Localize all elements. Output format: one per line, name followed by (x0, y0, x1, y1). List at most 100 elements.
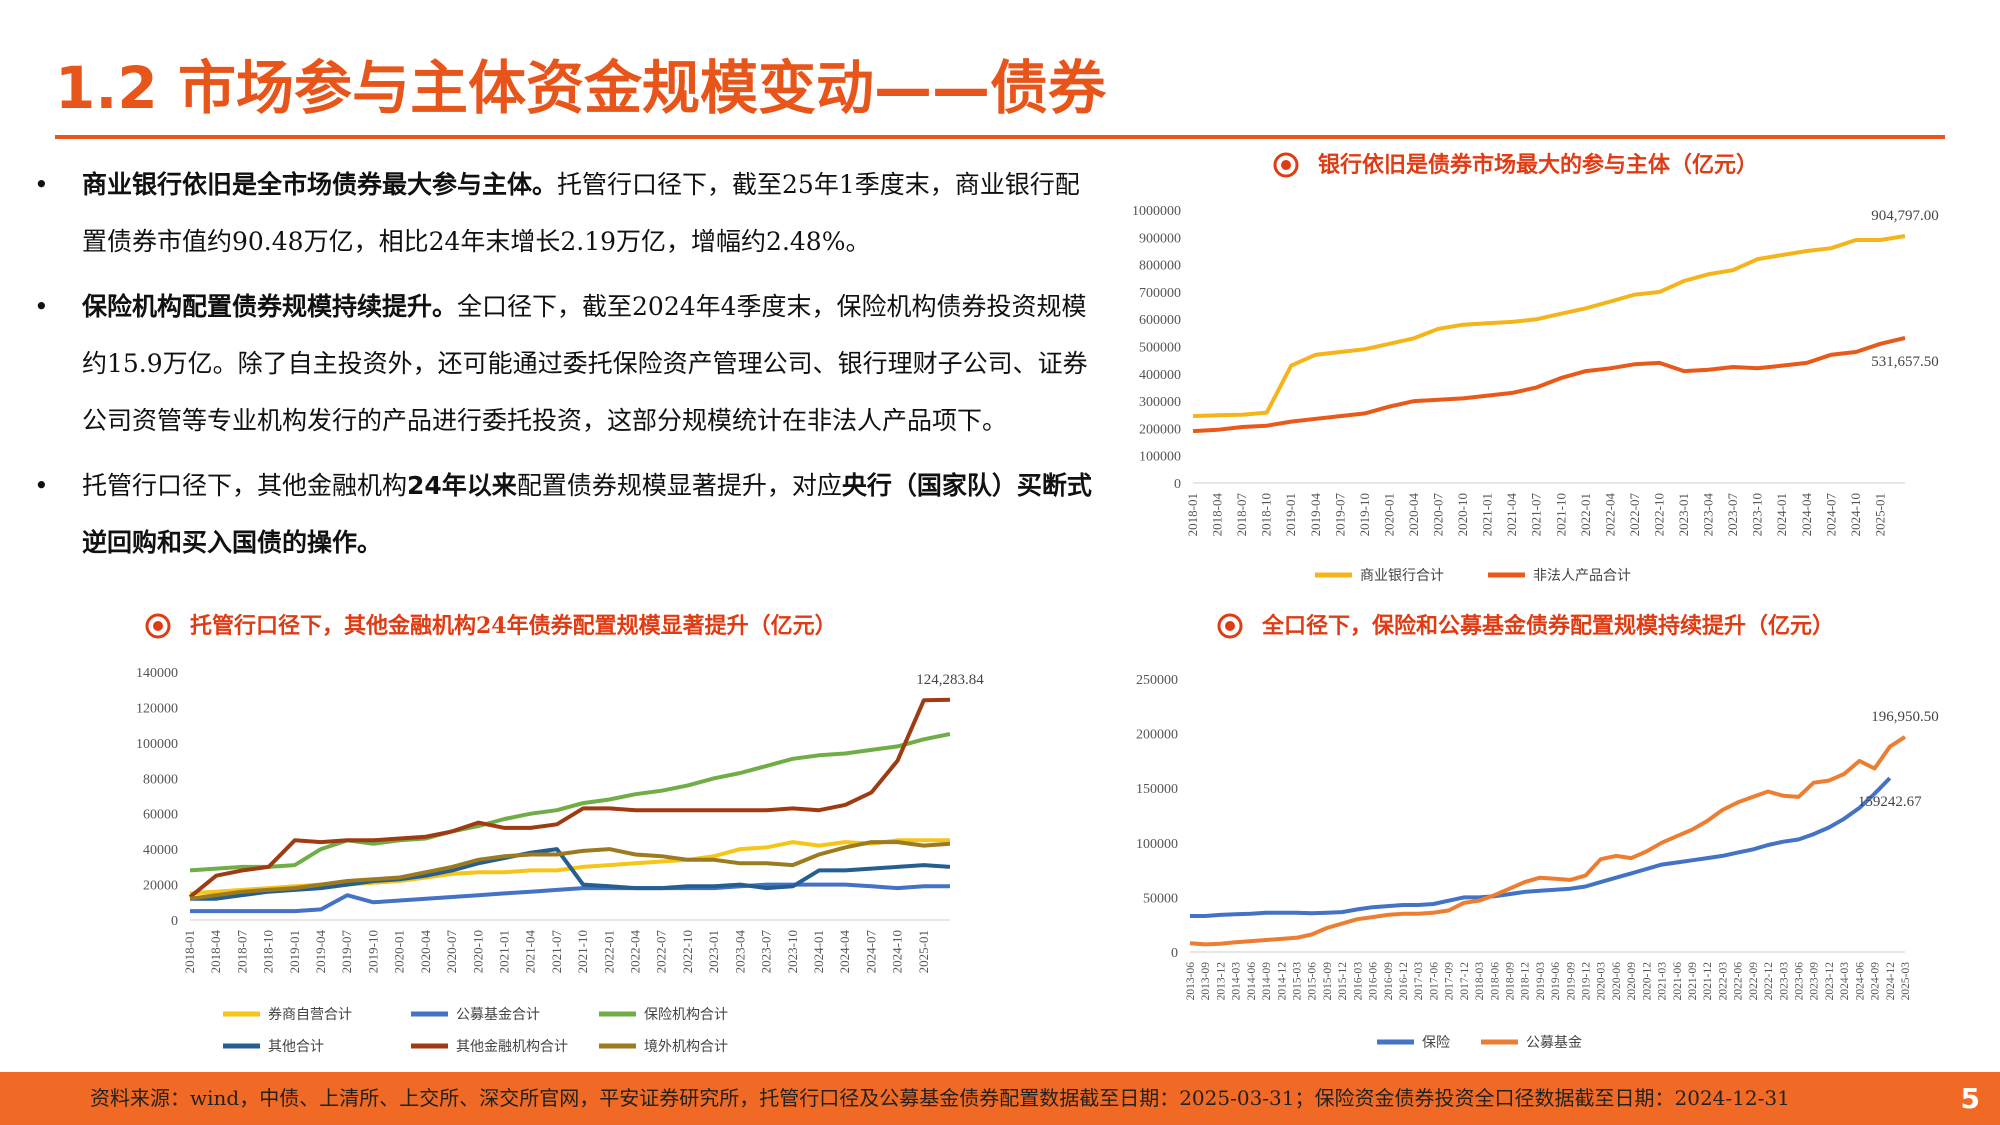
series-line (188, 697, 951, 899)
y-tick-label: 400000 (1139, 368, 1181, 383)
bullet-text: 托管行口径下，其他金融机构 (82, 471, 408, 500)
x-tick-label: 2022-01 (1578, 493, 1593, 536)
x-tick-label: 2020-03 (1596, 962, 1608, 1001)
x-tick-label: 2019-01 (287, 930, 302, 973)
y-tick-label: 800000 (1139, 259, 1181, 274)
y-tick-label: 250000 (1136, 673, 1178, 688)
x-tick-label: 2015-12 (1337, 962, 1349, 1001)
bullet-text: 商业银行依旧是全市场债券最大参与主体。 (82, 170, 558, 199)
x-tick-label: 2024-01 (1774, 493, 1789, 536)
value-label: 531,657.50 (1871, 354, 1939, 370)
x-tick-label: 2018-12 (1520, 962, 1532, 1001)
x-tick-label: 2022-10 (680, 930, 695, 973)
series-line (190, 882, 950, 914)
y-tick-label: 100000 (136, 737, 178, 752)
x-tick-label: 2020-01 (1381, 493, 1396, 536)
footer-source: 资料来源：wind，中债、上清所、上交所、深交所官网，平安证券研究所，托管行口径… (90, 1086, 1790, 1110)
bullet: 商业银行依旧是全市场债券最大参与主体。托管行口径下，截至25年1季度末，商业银行… (30, 156, 1095, 270)
x-tick-label: 2013-12 (1215, 962, 1227, 1001)
x-tick-label: 2017-09 (1444, 962, 1456, 1001)
x-tick-label: 2020-12 (1641, 962, 1653, 1001)
x-tick-label: 2021-12 (1702, 962, 1714, 1001)
x-tick-label: 2019-04 (313, 930, 328, 974)
y-tick-label: 200000 (1139, 422, 1181, 437)
series-line (189, 732, 951, 873)
x-tick-label: 2021-07 (549, 930, 564, 974)
x-tick-label: 2018-01 (182, 930, 197, 973)
x-tick-label: 2018-04 (208, 930, 223, 974)
value-label: 196,950.50 (1871, 709, 1939, 725)
y-tick-label: 150000 (1136, 782, 1178, 797)
y-tick-label: 0 (1174, 477, 1181, 492)
x-tick-label: 2025-01 (916, 930, 931, 973)
x-tick-label: 2023-09 (1809, 962, 1821, 1001)
x-tick-label: 2024-01 (811, 930, 826, 973)
x-tick-label: 2022-07 (654, 930, 669, 974)
legend-label: 公募基金 (1526, 1034, 1582, 1051)
legend-label: 其他金融机构合计 (456, 1039, 568, 1055)
value-label: 159242.67 (1858, 794, 1922, 810)
legend-label: 券商自营合计 (268, 1007, 352, 1023)
x-tick-label: 2016-06 (1368, 962, 1380, 1001)
x-tick-label: 2020-09 (1626, 962, 1638, 1001)
x-tick-label: 2019-03 (1535, 962, 1547, 1001)
x-tick-label: 2019-10 (1357, 493, 1372, 536)
x-tick-label: 2023-01 (1676, 493, 1691, 536)
y-tick-label: 50000 (1143, 891, 1178, 906)
x-tick-label: 2023-01 (706, 930, 721, 973)
x-tick-label: 2021-01 (1480, 493, 1495, 536)
x-tick-label: 2015-09 (1322, 962, 1334, 1001)
y-tick-label: 600000 (1139, 313, 1181, 328)
x-tick-label: 2018-04 (1210, 493, 1225, 537)
y-tick-label: 0 (1171, 946, 1178, 961)
title-icon (153, 621, 163, 631)
y-tick-label: 80000 (143, 772, 178, 787)
x-tick-label: 2022-12 (1763, 962, 1775, 1001)
y-tick-label: 100000 (1136, 837, 1178, 852)
x-tick-label: 2019-12 (1581, 962, 1593, 1001)
bullet: 托管行口径下，其他金融机构24年以来配置债券规模显著提升，对应央行（国家队）买断… (30, 457, 1095, 571)
x-tick-label: 2023-06 (1794, 962, 1806, 1001)
y-tick-label: 900000 (1139, 231, 1181, 246)
chart-title: 全口径下，保险和公募基金债券配置规模持续提升（亿元） (1261, 613, 1834, 639)
x-tick-label: 2013-09 (1200, 962, 1212, 1001)
title-icon (1281, 160, 1291, 170)
y-tick-label: 40000 (143, 843, 178, 858)
x-tick-label: 2022-09 (1748, 962, 1760, 1001)
x-tick-label: 2017-06 (1428, 962, 1440, 1001)
x-tick-label: 2024-09 (1870, 962, 1882, 1001)
y-tick-label: 100000 (1139, 450, 1181, 465)
value-label: 124,283.84 (916, 672, 984, 688)
x-tick-label: 2024-12 (1885, 962, 1897, 1001)
x-tick-label: 2020-07 (444, 930, 459, 974)
y-tick-label: 500000 (1139, 341, 1181, 356)
legend-label: 境外机构合计 (644, 1039, 728, 1055)
x-tick-label: 2020-01 (392, 930, 407, 973)
x-tick-label: 2016-03 (1352, 962, 1364, 1001)
bullet: 保险机构配置债券规模持续提升。全口径下，截至2024年4季度末，保险机构债券投资… (30, 278, 1095, 449)
x-tick-label: 2021-07 (1529, 493, 1544, 537)
x-tick-label: 2022-03 (1717, 962, 1729, 1001)
series-line (190, 847, 951, 901)
x-tick-label: 2024-04 (1799, 493, 1814, 537)
title-icon (1225, 621, 1235, 631)
x-tick-label: 2023-07 (759, 930, 774, 974)
legend-label: 保险 (1422, 1035, 1450, 1051)
x-tick-label: 2018-09 (1504, 962, 1516, 1001)
y-tick-label: 20000 (143, 879, 178, 894)
x-tick-label: 2013-06 (1185, 962, 1197, 1001)
x-tick-label: 2016-12 (1398, 962, 1410, 1001)
bullet-text: 24年以来 (407, 471, 517, 500)
x-tick-label: 2015-06 (1307, 962, 1319, 1001)
x-tick-label: 2021-04 (523, 930, 538, 974)
bullet-text: 保险机构配置债券规模持续提升。 (82, 292, 458, 321)
x-tick-label: 2019-07 (1332, 493, 1347, 537)
y-tick-label: 60000 (143, 808, 178, 823)
x-tick-label: 2021-01 (496, 930, 511, 973)
x-tick-label: 2022-04 (628, 930, 643, 974)
legend-label: 保险机构合计 (644, 1007, 728, 1023)
x-tick-label: 2024-03 (1839, 962, 1851, 1001)
x-tick-label: 2022-04 (1602, 493, 1617, 537)
legend-label: 公募基金合计 (456, 1006, 540, 1023)
y-tick-label: 120000 (136, 701, 178, 716)
